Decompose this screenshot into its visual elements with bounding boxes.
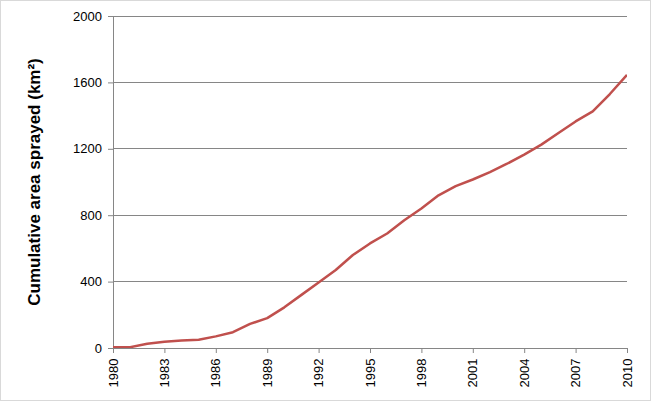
x-tick-mark (473, 348, 474, 353)
x-tick-mark (370, 348, 371, 353)
y-tick-mark (108, 282, 113, 283)
y-tick-mark (108, 82, 113, 83)
y-tick: 1200 (73, 141, 113, 156)
x-tick-label: 1992 (311, 359, 326, 388)
x-tick-label: 1980 (106, 359, 121, 388)
x-tick-mark (627, 348, 628, 353)
grid-line (113, 215, 627, 216)
x-tick-mark (319, 348, 320, 353)
y-tick-mark (108, 348, 113, 349)
x-tick: 2001 (465, 348, 480, 387)
x-tick: 1989 (260, 348, 275, 387)
y-tick-label: 0 (95, 341, 102, 356)
x-tick-mark (524, 348, 525, 353)
x-tick-mark (113, 348, 114, 353)
y-tick-mark (108, 149, 113, 150)
line (113, 75, 627, 347)
grid (113, 16, 627, 348)
grid-line (113, 16, 627, 17)
y-tick: 0 (95, 341, 113, 356)
x-axis-line (114, 349, 628, 354)
x-tick: 2007 (568, 348, 583, 387)
y-tick: 2000 (73, 9, 113, 24)
chart: 0400800120016002000198019831986198919921… (0, 0, 651, 401)
chart-border (1, 1, 651, 401)
y-tick: 1600 (73, 75, 113, 90)
y-tick-label: 1200 (73, 141, 102, 156)
y-tick-label: 800 (80, 208, 102, 223)
y-tick-label: 2000 (73, 9, 102, 24)
x-tick-label: 2004 (517, 359, 532, 388)
y-axis-line (108, 17, 114, 349)
y-tick-label: 400 (80, 274, 102, 289)
grid-line (113, 281, 627, 282)
y-tick: 400 (80, 274, 113, 289)
grid-line (113, 148, 627, 149)
y-tick-mark (108, 215, 113, 216)
y-tick-label: 1600 (73, 75, 102, 90)
x-tick-label: 2001 (465, 359, 480, 388)
x-tick-label: 2007 (568, 359, 583, 388)
x-tick-mark (576, 348, 577, 353)
x-tick: 2004 (517, 348, 532, 387)
x-tick: 1986 (208, 348, 223, 387)
x-tick-label: 1989 (260, 359, 275, 388)
x-tick-label: 1995 (363, 359, 378, 388)
x-tick: 1998 (414, 348, 429, 387)
x-tick-label: 2010 (620, 359, 635, 388)
x-tick-label: 1998 (414, 359, 429, 388)
x-tick: 1992 (311, 348, 326, 387)
x-tick-mark (164, 348, 165, 353)
series (113, 75, 627, 347)
grid-line (113, 82, 627, 83)
x-tick: 1995 (363, 348, 378, 387)
x-tick: 2010 (620, 348, 635, 387)
x-tick-mark (267, 348, 268, 353)
x-tick-label: 1983 (157, 359, 172, 388)
y-tick: 800 (80, 208, 113, 223)
x-tick-label: 1986 (208, 359, 223, 388)
y-tick-mark (108, 16, 113, 17)
y-axis: 0 400 800 1200 1600 2000 (73, 9, 113, 356)
x-tick-mark (421, 348, 422, 353)
x-tick: 1980 (106, 348, 121, 387)
plot: 0400800120016002000198019831986198919921… (73, 9, 635, 388)
x-tick: 1983 (157, 348, 172, 387)
x-axis: 1980 1983 1986 1989 1992 1995 1998 2001 2004 2007… (106, 348, 635, 387)
y-axis-title: Cumulative area sprayed (km²) (25, 58, 44, 306)
x-tick-mark (216, 348, 217, 353)
